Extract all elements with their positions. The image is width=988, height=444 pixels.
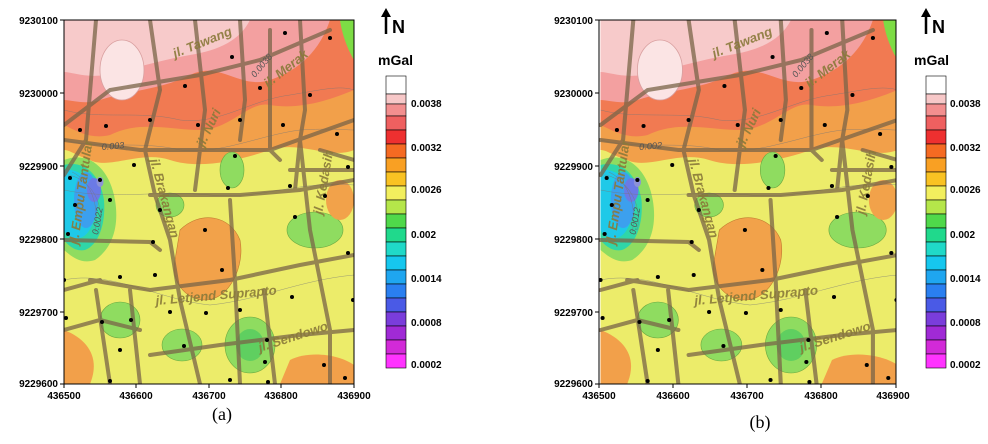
colorbar	[385, 75, 407, 369]
y-tick-label: 9229600	[554, 379, 593, 390]
colorbar-label: 0.0008	[411, 318, 442, 329]
y-tick-label: 9230000	[554, 89, 593, 100]
station-points	[64, 31, 354, 384]
unit-label: mGal	[914, 52, 949, 68]
colorbar-label: 0.002	[411, 230, 436, 241]
x-tick-label: 436800	[264, 391, 298, 402]
colorbar-label: 0.0032	[411, 143, 442, 154]
colorbar-label: 0.0032	[950, 143, 981, 154]
contour-label-2: 0.002	[639, 140, 663, 152]
colorbar-label: 0.0038	[950, 99, 981, 110]
x-tick-label: 436800	[804, 391, 838, 402]
anomaly-map: 0.0038 0.003 0.0022 jl. Tawang jl. Merak…	[64, 20, 354, 384]
contour-label-3: 0.0012	[627, 207, 642, 236]
north-arrow-icon: N	[381, 8, 405, 37]
x-tick-label: 436500	[47, 391, 81, 402]
x-tick-label: 436600	[119, 391, 153, 402]
colorbar-label: 0.002	[950, 230, 975, 241]
y-tick-label: 9230100	[19, 16, 58, 27]
y-tick-label: 9229800	[19, 235, 58, 246]
unit-label: mGal	[378, 52, 413, 68]
colorbar-label: 0.0038	[411, 99, 442, 110]
contour-label-2: 0.003	[101, 140, 124, 152]
panel-caption: (b)	[750, 412, 771, 433]
north-label: N	[932, 17, 945, 37]
colorbar-label: 0.0026	[411, 185, 442, 196]
contour-label-3: 0.0022	[90, 206, 105, 235]
colorbar-label: 0.0002	[411, 360, 442, 371]
north-arrow-icon: N	[921, 8, 945, 37]
x-tick-label: 436600	[656, 391, 690, 402]
y-tick-label: 9229900	[19, 162, 58, 173]
y-tick-label: 9229800	[554, 235, 593, 246]
colorbar-label: 0.0014	[411, 274, 442, 285]
north-label: N	[392, 17, 405, 37]
x-tick-label: 436700	[730, 391, 764, 402]
x-tick-label: 436700	[192, 391, 226, 402]
x-tick-label: 436900	[876, 391, 910, 402]
y-tick-label: 9229700	[554, 308, 593, 319]
colorbar-label: 0.0002	[950, 360, 981, 371]
colorbar	[925, 75, 947, 369]
map-svg-b: 0.0038 0.002 0.0012 jl. Tawang jl. Merak…	[554, 8, 981, 433]
gravity-map-panel-a: 0.0038 0.003 0.0022 jl. Tawang jl. Merak…	[0, 0, 494, 439]
panel-caption: (a)	[212, 404, 232, 425]
x-tick-label: 436900	[337, 391, 371, 402]
gravity-map-panel-b: 0.0038 0.002 0.0012 jl. Tawang jl. Merak…	[494, 0, 988, 439]
y-tick-label: 9230000	[19, 89, 58, 100]
y-tick-label: 9229700	[19, 308, 58, 319]
x-tick-label: 436500	[582, 391, 616, 402]
y-tick-label: 9230100	[554, 16, 593, 27]
station-points	[599, 31, 896, 384]
y-tick-label: 9229900	[554, 162, 593, 173]
colorbar-label: 0.0008	[950, 318, 981, 329]
anomaly-map: 0.0038 0.002 0.0012 jl. Tawang jl. Merak…	[599, 20, 896, 384]
colorbar-label: 0.0026	[950, 185, 981, 196]
map-svg-a: 0.0038 0.003 0.0022 jl. Tawang jl. Merak…	[19, 8, 442, 425]
y-tick-label: 9229600	[19, 379, 58, 390]
colorbar-label: 0.0014	[950, 274, 981, 285]
